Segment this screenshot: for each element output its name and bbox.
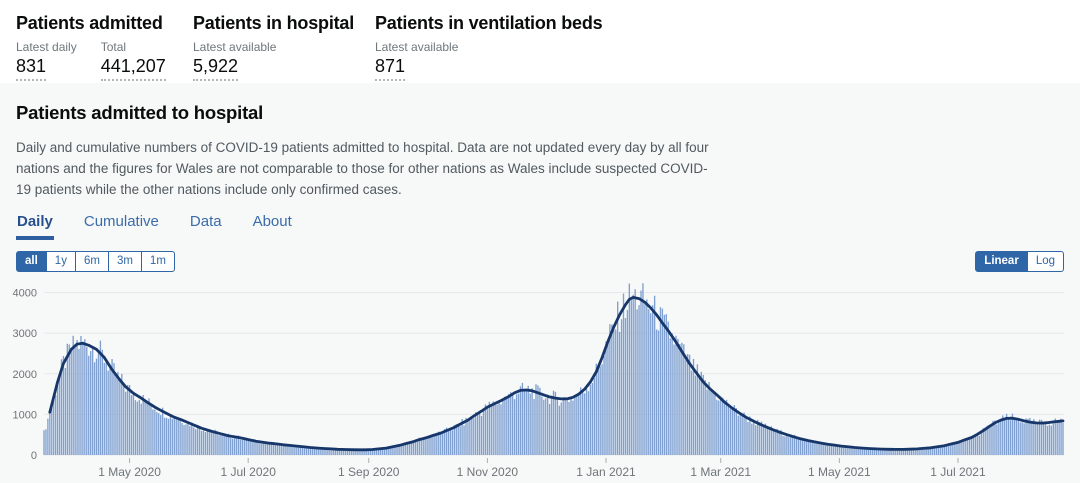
chart-svg[interactable]: 0 1000 2000 3000 4000 1 May 2020 1 Jul 2020 1 S… <box>0 276 1080 483</box>
stat-title: Patients admitted <box>16 13 163 33</box>
stat-metric-value: 871 <box>375 56 406 81</box>
x-axis-label: 1 Mar 2021 <box>690 465 751 479</box>
stat-metrics: Latest available 5,922 <box>193 40 375 81</box>
summary-stat: Patients in hospital Latest available 5,92… <box>193 13 375 81</box>
stat-metric-label: Latest available <box>375 40 459 54</box>
stat-metric-value: 5,922 <box>193 56 239 81</box>
x-axis-label: 1 May 2021 <box>808 465 871 479</box>
scale-selector: Linear Log <box>975 251 1064 272</box>
tab-data[interactable]: Data <box>189 211 223 240</box>
stat-title: Patients in ventilation beds <box>375 13 603 33</box>
range-selector: all 1y 6m 3m 1m <box>16 251 175 272</box>
y-axis-label: 1000 <box>13 409 37 421</box>
range-3m-button[interactable]: 3m <box>107 251 142 272</box>
y-axis-label: 4000 <box>13 288 37 300</box>
stat-metric: Latest available 5,922 <box>193 40 276 81</box>
stat-metric: Total 441,207 <box>100 40 166 81</box>
tab-cumulative[interactable]: Cumulative <box>83 211 160 240</box>
stat-metric-value: 441,207 <box>100 56 166 81</box>
chart-average-line <box>48 296 1065 452</box>
range-all-button[interactable]: all <box>16 251 47 272</box>
tab-about[interactable]: About <box>252 211 293 240</box>
stat-metric-label: Total <box>100 40 127 54</box>
x-axis-label: 1 Sep 2020 <box>338 465 400 479</box>
admissions-chart[interactable]: 0 1000 2000 3000 4000 1 May 2020 1 Jul 2020 1 S… <box>0 276 1080 483</box>
x-axis-label: 1 Jul 2021 <box>930 465 986 479</box>
range-6m-button[interactable]: 6m <box>74 251 109 272</box>
chart-controls: all 1y 6m 3m 1m Linear Log <box>16 251 1064 272</box>
admissions-card: Patients admitted to hospital Daily and … <box>0 83 1080 483</box>
tab-bar: Daily Cumulative Data About <box>16 211 1064 240</box>
scale-log-button[interactable]: Log <box>1026 251 1064 272</box>
stat-metric-value: 831 <box>16 56 47 81</box>
stat-title: Patients in hospital <box>193 13 355 33</box>
card-description: Daily and cumulative numbers of COVID-19… <box>16 140 709 197</box>
range-1m-button[interactable]: 1m <box>140 251 175 272</box>
summary-stat: Patients in ventilation beds Latest avail… <box>375 13 603 81</box>
x-axis-label: 1 May 2020 <box>98 465 161 479</box>
stat-metrics: Latest daily 831 Total 441,207 <box>16 40 193 81</box>
x-axis-label: 1 Jan 2021 <box>576 465 636 479</box>
x-axis-label: 1 Jul 2020 <box>220 465 276 479</box>
stat-metric: Latest daily 831 <box>16 40 77 81</box>
card-title: Patients admitted to hospital <box>16 102 264 123</box>
chart-bars <box>43 283 1064 455</box>
tab-daily[interactable]: Daily <box>16 211 54 240</box>
summary-stat: Patients admitted Latest daily 831 Total 441… <box>16 13 193 81</box>
x-axis-label: 1 Nov 2020 <box>457 465 519 479</box>
stat-metric-label: Latest available <box>193 40 277 54</box>
stat-metrics: Latest available 871 <box>375 40 602 81</box>
scale-linear-button[interactable]: Linear <box>975 251 1028 272</box>
summary-bar: Patients admitted Latest daily 831 Total 441… <box>0 0 1080 83</box>
stat-metric: Latest available 871 <box>375 40 458 81</box>
y-axis-label: 0 <box>31 450 37 462</box>
y-axis-label: 2000 <box>13 369 37 381</box>
range-1y-button[interactable]: 1y <box>45 251 76 272</box>
y-axis-label: 3000 <box>13 328 37 340</box>
stat-metric-label: Latest daily <box>16 40 77 54</box>
